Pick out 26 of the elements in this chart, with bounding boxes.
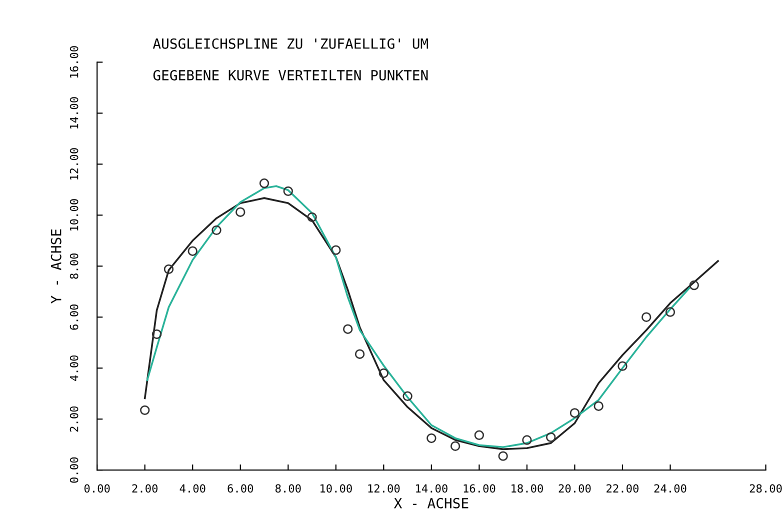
x-tick-label: 4.00 <box>180 484 206 493</box>
y-tick-label: 2.00 <box>70 406 78 432</box>
y-tick-label: 10.00 <box>70 199 78 231</box>
x-tick-label: 18.00 <box>512 484 543 493</box>
x-tick-label: 22.00 <box>606 484 638 493</box>
x-tick-label: 28.00 <box>750 484 782 493</box>
x-tick-label: 16.00 <box>464 484 496 493</box>
x-tick-label: 20.00 <box>558 484 591 493</box>
y-tick-label: 12.00 <box>70 148 78 180</box>
x-tick-label: 10.00 <box>320 484 352 493</box>
x-tick-label: 12.00 <box>368 484 400 493</box>
x-tick-label: 24.00 <box>654 484 686 493</box>
y-tick-label: 4.00 <box>70 355 78 381</box>
y-axis-title: Y - ACHSE <box>50 229 62 304</box>
x-tick-label: 6.00 <box>228 484 254 493</box>
chart-title: AUSGLEICHSPLINE ZU 'ZUFAELLIG' UM <box>152 38 428 49</box>
chart-subtitle: GEGEBENE KURVE VERTEILTEN PUNKTEN <box>153 70 428 80</box>
x-tick-label: 14.00 <box>416 484 448 493</box>
y-tick-label: 8.00 <box>70 253 78 279</box>
y-tick-label: 14.00 <box>70 97 78 129</box>
y-tick-label: 6.00 <box>70 304 78 330</box>
x-tick-label: 8.00 <box>275 484 301 493</box>
x-axis-title: X - ACHSE <box>394 498 468 508</box>
y-tick-label: 16.00 <box>70 46 78 78</box>
x-tick-label: 0.00 <box>84 484 110 493</box>
x-tick-label: 2.00 <box>132 484 158 493</box>
